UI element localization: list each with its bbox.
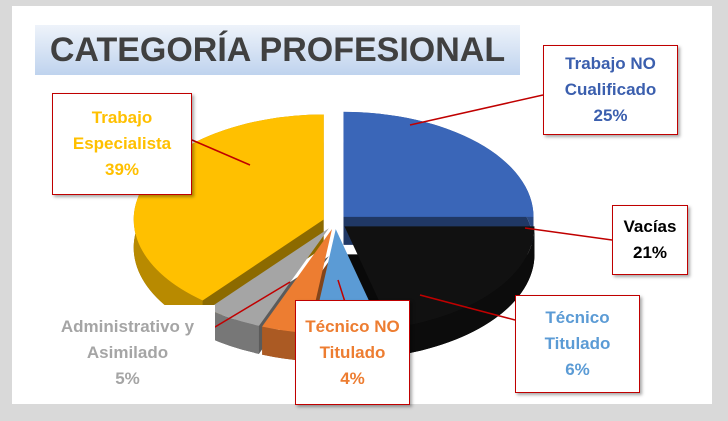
data-label: Trabajo NO Cualificado 25% xyxy=(543,45,678,135)
leader-lines xyxy=(191,94,613,331)
leader-line xyxy=(409,94,544,126)
slice xyxy=(262,228,333,334)
category-label: Trabajo NO Cualificado xyxy=(564,54,657,99)
value-label: 39% xyxy=(104,160,140,179)
category-label: Técnico NO Titulado xyxy=(305,316,400,362)
slice-side xyxy=(207,309,259,354)
value-label: 21% xyxy=(632,243,668,262)
leader-line xyxy=(209,281,291,331)
category-label: Técnico Titulado xyxy=(544,308,611,353)
category-label: Vacías xyxy=(623,217,677,236)
data-label: Técnico NO Titulado 4% xyxy=(295,300,410,405)
chart-title: CATEGORÍA PROFESIONAL xyxy=(35,25,520,75)
leader-line xyxy=(191,139,251,166)
value-label: 4% xyxy=(340,368,365,388)
slice-side xyxy=(391,226,535,357)
data-label: Trabajo Especialista 39% xyxy=(52,93,192,195)
slice xyxy=(207,228,329,326)
leader-line xyxy=(419,294,516,321)
category-label: Trabajo Especialista xyxy=(72,108,172,153)
value-label: 5% xyxy=(115,368,140,388)
leader-line xyxy=(337,279,346,303)
value-label: 6% xyxy=(565,360,590,379)
data-label: Administrativo y Asimilado 5% xyxy=(40,305,215,400)
data-label: Vacías 21% xyxy=(612,205,688,275)
value-label: 25% xyxy=(593,106,628,125)
slice xyxy=(343,111,534,217)
leader-line xyxy=(524,227,613,241)
data-label: Técnico Titulado 6% xyxy=(515,295,640,393)
category-label: Administrativo y Asimilado xyxy=(60,316,195,362)
